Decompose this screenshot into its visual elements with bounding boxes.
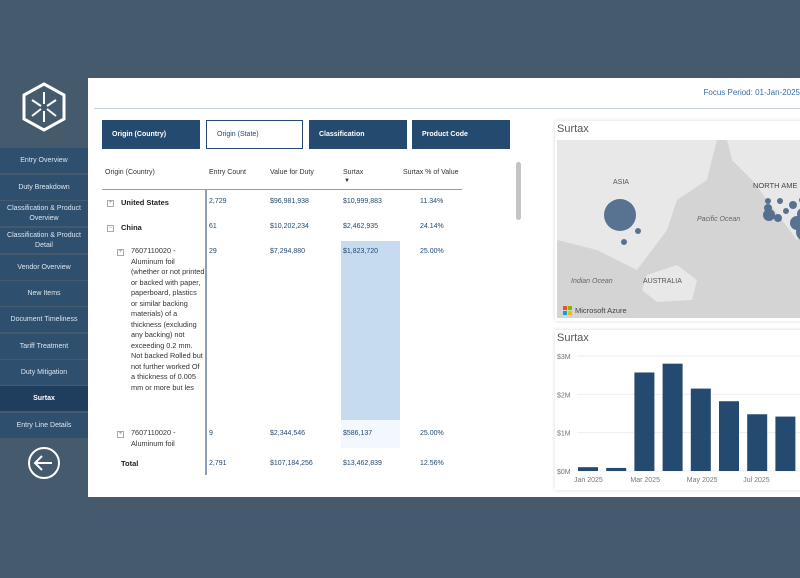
value-for-duty: $10,202,234 — [270, 223, 309, 230]
col-surtax[interactable]: Surtax — [343, 169, 364, 176]
bar-feb-2025[interactable] — [606, 467, 627, 471]
y-tick-label: $0M — [557, 469, 571, 476]
bar-jun-2025[interactable] — [719, 401, 739, 471]
y-tick-label: $2M — [557, 392, 571, 399]
x-tick-label: Jan 2025 — [574, 477, 603, 484]
col-entry-count[interactable]: Entry Count — [209, 169, 246, 176]
y-tick-label: $3M — [557, 354, 571, 361]
surtax-pct: 11.34% — [420, 198, 444, 205]
table-scrollbar[interactable] — [516, 162, 521, 220]
chart-title: Surtax — [557, 332, 589, 344]
tab-product-code[interactable]: Product Code — [412, 120, 510, 149]
tab-classification[interactable]: Classification — [309, 120, 407, 149]
y-tick-label: $1M — [557, 431, 571, 438]
bar-mar-2025[interactable] — [634, 372, 655, 471]
surtax: $2,462,935 — [343, 223, 379, 230]
entry-count: 29 — [209, 248, 217, 255]
bar-aug-2025[interactable] — [775, 416, 796, 471]
report-canvas: Focus Period: 01-Jan-2025 Origin (Countr… — [88, 78, 800, 497]
map-card: Surtax ASIA NORTH AME Pacific Ocean Indi… — [555, 121, 800, 321]
expand-icon[interactable]: + — [117, 249, 124, 256]
sidebar-item[interactable]: Duty Mitigation — [0, 360, 88, 385]
map-label-north-america: NORTH AME — [753, 181, 797, 190]
surtax: $586,137 — [343, 430, 373, 437]
selected-cell-highlight — [341, 241, 400, 420]
map-label-indian: Indian Ocean — [571, 278, 613, 285]
sidebar-item[interactable]: Entry Overview — [0, 148, 88, 173]
row-label: 7607110020 - Aluminum foil (whether or n… — [131, 246, 205, 392]
map-label-asia: ASIA — [613, 179, 629, 186]
entry-count: 9 — [209, 430, 213, 437]
map-bubbles[interactable] — [604, 197, 800, 245]
sidebar-item[interactable]: Duty Breakdown — [0, 175, 88, 200]
bar-jul-2025[interactable] — [747, 414, 768, 471]
total-count: 2,791 — [209, 460, 227, 467]
entry-count: 61 — [209, 223, 217, 230]
value-for-duty: $96,981,938 — [270, 198, 309, 205]
row-label: United States — [121, 198, 169, 207]
total-value: $107,184,256 — [270, 460, 313, 467]
bar-may-2025[interactable] — [690, 388, 711, 471]
col-value-for-duty[interactable]: Value for Duty — [270, 169, 314, 176]
total-pct: 12.56% — [420, 460, 444, 467]
col-origin[interactable]: Origin (Country) — [105, 169, 155, 176]
company-logo — [22, 82, 66, 132]
map-attribution: Microsoft Azure — [575, 306, 627, 315]
value-for-duty: $2,344,546 — [270, 430, 306, 437]
focus-period: Focus Period: 01-Jan-2025 — [703, 88, 800, 97]
map-label-pacific: Pacific Ocean — [697, 216, 740, 223]
header-divider — [94, 108, 800, 109]
bubble-map[interactable]: ASIA NORTH AME Pacific Ocean Indian Ocea… — [557, 140, 800, 318]
collapse-icon[interactable]: − — [107, 225, 114, 232]
bar-jan-2025[interactable] — [578, 467, 598, 471]
row-label: China — [121, 223, 142, 232]
map-title: Surtax — [557, 123, 589, 135]
sidebar-item[interactable]: Classification & Product Overview — [0, 201, 88, 226]
sort-desc-icon: ▼ — [344, 178, 350, 184]
x-tick-label: Jul 2025 — [743, 477, 770, 484]
microsoft-logo-icon — [563, 306, 572, 315]
sidebar-item[interactable]: Entry Line Details — [0, 413, 88, 438]
map-label-australia: AUSTRALIA — [643, 278, 682, 285]
row-label: 7607110020 - Aluminum foil — [131, 428, 176, 448]
total-label: Total — [121, 459, 139, 468]
surtax-pct: 25.00% — [420, 248, 444, 255]
sidebar-item[interactable]: Vendor Overview — [0, 255, 88, 280]
surtax: $1,823,720 — [343, 248, 379, 255]
tab-origin-country[interactable]: Origin (Country) — [102, 120, 200, 149]
sidebar-item[interactable]: New Items — [0, 281, 88, 306]
cell-highlight-light — [341, 420, 400, 448]
back-arrow-icon[interactable] — [27, 446, 61, 480]
column-divider — [205, 190, 207, 475]
col-surtax-pct[interactable]: Surtax % of Value — [403, 169, 459, 176]
x-tick-label: Mar 2025 — [630, 477, 660, 484]
expand-icon[interactable]: + — [117, 431, 124, 438]
surtax: $10,999,883 — [343, 198, 382, 205]
total-surtax: $13,462,839 — [343, 460, 382, 467]
surtax-pct: 25.00% — [420, 430, 444, 437]
sidebar-item[interactable]: Document Timeliness — [0, 307, 88, 332]
tab-origin-state[interactable]: Origin (State) — [206, 120, 303, 149]
header-rule — [102, 189, 462, 190]
sidebar-item[interactable]: Surtax — [0, 386, 88, 411]
bar-apr-2025[interactable] — [662, 363, 683, 471]
value-for-duty: $7,294,880 — [270, 248, 306, 255]
surtax-bar-chart: $0M $1M $2M $3M Jan 2025 Mar 2025 May 2025 Jul … — [557, 354, 800, 484]
surtax-pct: 24.14% — [420, 223, 444, 230]
sidebar-item[interactable]: Tariff Treatment — [0, 334, 88, 359]
sidebar-item[interactable]: Classification & Product Detail — [0, 228, 88, 253]
bar-chart-card: Surtax $0M $1M $2M $3M Jan 2025 Mar 2025 May 2… — [555, 330, 800, 490]
entry-count: 2,729 — [209, 198, 227, 205]
expand-icon[interactable]: + — [107, 200, 114, 207]
x-tick-label: May 2025 — [687, 477, 718, 484]
